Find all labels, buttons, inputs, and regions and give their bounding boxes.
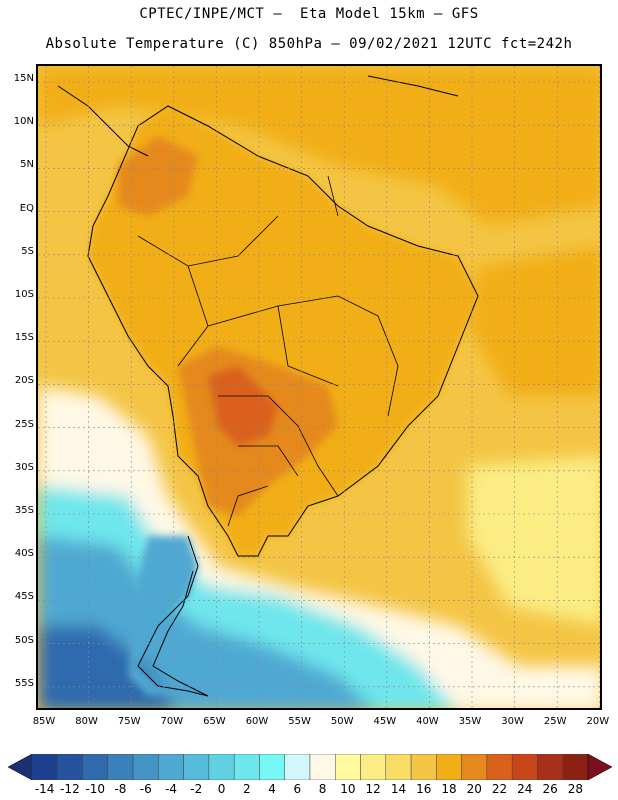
longitude-label: 80W [75, 716, 98, 727]
colorbar-swatch [360, 754, 387, 780]
colorbar-label: -14 [34, 782, 55, 796]
colorbar-swatch [486, 754, 513, 780]
colorbar-label: 16 [416, 782, 432, 796]
colorbar-label: 28 [567, 782, 583, 796]
coastline [57, 75, 479, 697]
longitude-label: 85W [32, 716, 56, 727]
longitude-label: 45W [373, 716, 397, 727]
longitude-label: 60W [245, 716, 269, 727]
hottest-region [208, 366, 278, 446]
colorbar-label: 0 [217, 782, 226, 796]
colorbar-swatch [537, 754, 563, 780]
longitude-label: 70W [160, 716, 184, 727]
map-subtitle: Absolute Temperature (C) 850hPa – 09/02/… [45, 36, 573, 52]
colorbar-swatch [158, 754, 184, 780]
colorbar-label: 22 [491, 782, 508, 796]
colorbar-label: -10 [85, 782, 105, 796]
longitude-label: 75W [117, 716, 141, 727]
latitude-label: 15N [13, 73, 34, 84]
map-canvas [38, 66, 600, 708]
longitude-label: 65W [203, 716, 226, 727]
colorbar-swatch [132, 754, 159, 780]
colorbar-label: -2 [190, 782, 203, 796]
colorbar-swatch [107, 754, 134, 780]
colorbar-label: 12 [365, 782, 381, 796]
colorbar-label: 26 [542, 782, 558, 796]
south-america-landmass [88, 106, 478, 696]
colorbar-left-arrow [8, 754, 33, 780]
colorbar-label: -6 [139, 782, 152, 796]
longitude-label: 40W [416, 716, 439, 727]
latitude-label: 10S [14, 289, 34, 300]
latitude-label: 15S [14, 332, 34, 344]
colorbar-swatch [385, 754, 412, 780]
colorbar-swatch [57, 754, 83, 780]
latitude-label: 5S [21, 245, 34, 257]
colorbar-swatch [183, 754, 210, 780]
colorbar-label: 14 [390, 782, 407, 796]
map-title: CPTEC/INPE/MCT – Eta Model 15km – GFS [139, 6, 479, 22]
colorbar-swatch [461, 754, 488, 780]
colorbar-swatch [31, 754, 58, 780]
latitude-label: 25S [14, 418, 34, 430]
temperature-map [36, 64, 602, 710]
colorbar-swatch [436, 754, 462, 780]
longitude-label: 55W [288, 716, 311, 727]
latitude-label: 35S [14, 505, 34, 516]
colorbar-label: 24 [517, 782, 533, 796]
colorbar-swatch [511, 754, 538, 780]
latitude-label: 50S [14, 634, 34, 646]
colorbar-label: 18 [441, 782, 457, 796]
colorbar-swatch [562, 754, 589, 780]
latitude-label: 55S [14, 677, 34, 689]
colorbar-swatch [410, 754, 437, 780]
colorbar-label: 2 [242, 782, 251, 796]
northern-hot-region [118, 136, 198, 216]
lat-lon-grid [38, 66, 600, 708]
warm-ocean-field [38, 66, 600, 396]
latitude-label: EQ [19, 202, 34, 214]
colorbar-label: -4 [165, 782, 177, 796]
colorbar-swatch [208, 754, 235, 780]
longitude-label: 35W [458, 716, 482, 727]
yellow-band [468, 456, 600, 626]
colorbar-swatch [259, 754, 285, 780]
color-scale-bar [8, 754, 612, 780]
colorbar-label: 20 [466, 782, 482, 796]
colorbar-swatch [233, 754, 260, 780]
latitude-label: 40S [14, 548, 34, 560]
latitude-label: 45S [14, 591, 34, 603]
latitude-label: 10N [13, 116, 34, 128]
colorbar-swatch [309, 754, 336, 780]
longitude-label: 30W [501, 716, 524, 727]
colorbar-label: -12 [60, 782, 80, 796]
colorbar-label: -8 [114, 782, 127, 796]
colorbar-label: 4 [268, 782, 276, 796]
colorbar-swatch [284, 754, 311, 780]
longitude-label: 25W [543, 716, 567, 727]
colorbar-swatch [82, 754, 109, 780]
colorbar-label: 6 [293, 782, 302, 796]
latitude-label: 30S [14, 461, 34, 473]
country-borders [137, 175, 399, 527]
longitude-label: 50W [330, 716, 354, 727]
colorbar-right-arrow [587, 754, 612, 780]
longitude-label: 20W [586, 716, 610, 727]
latitude-label: 20S [14, 375, 34, 387]
colorbar-label: 8 [318, 782, 327, 796]
latitude-label: 5N [20, 159, 34, 171]
patagonia-region [128, 536, 198, 696]
colorbar-label: 10 [340, 782, 356, 796]
colorbar-swatch [335, 754, 361, 780]
